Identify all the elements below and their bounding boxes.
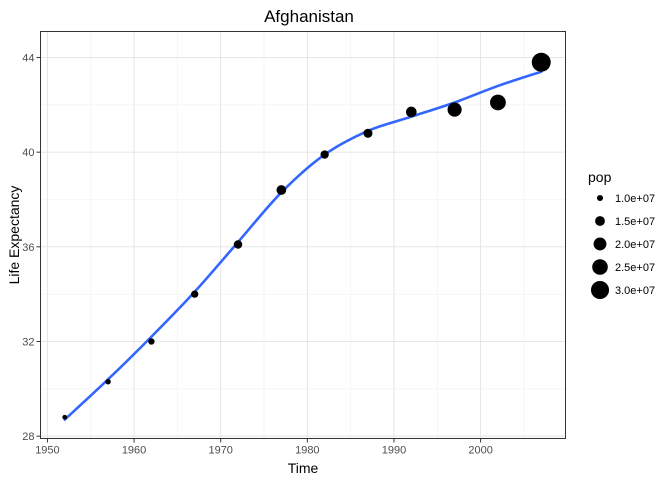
data-point bbox=[490, 94, 506, 111]
panel-background bbox=[40, 31, 566, 439]
legend-key-circle bbox=[593, 237, 607, 251]
data-point bbox=[191, 290, 199, 298]
panel-border bbox=[40, 31, 566, 439]
size-legend: pop 1.0e+07 1.5e+07 2.0e+07 2.5e+07 3.0e+07 bbox=[588, 169, 655, 300]
smooth-line bbox=[63, 70, 543, 421]
data-points bbox=[62, 52, 551, 420]
x-tick-label: 1950 bbox=[35, 445, 59, 457]
x-tick-label: 1970 bbox=[208, 445, 232, 457]
x-axis-title: Time bbox=[288, 460, 319, 476]
legend-key-circle bbox=[590, 280, 610, 300]
data-point bbox=[447, 102, 462, 117]
legend-key-circle bbox=[592, 259, 608, 275]
x-tick-label: 1960 bbox=[122, 445, 146, 457]
data-point bbox=[105, 378, 111, 385]
x-tick-label: 1980 bbox=[295, 445, 319, 457]
y-tick-label: 40 bbox=[22, 147, 34, 159]
y-axis: 28 32 36 40 44 bbox=[22, 53, 41, 443]
data-point bbox=[233, 240, 243, 249]
data-point bbox=[405, 106, 417, 118]
y-axis-title: Life Expectancy bbox=[6, 186, 22, 285]
grid-major bbox=[40, 31, 566, 439]
x-tick-label: 2000 bbox=[468, 445, 492, 457]
y-tick-label: 28 bbox=[22, 431, 34, 443]
chart-title: Afghanistan bbox=[264, 7, 354, 26]
x-axis: 1950 1960 1970 1980 1990 2000 bbox=[35, 438, 493, 457]
y-tick-label: 44 bbox=[22, 53, 34, 65]
legend-label: 3.0e+07 bbox=[615, 285, 655, 297]
y-tick-label: 32 bbox=[22, 336, 34, 348]
data-point bbox=[148, 338, 155, 345]
legend-label: 2.5e+07 bbox=[615, 262, 655, 274]
data-point bbox=[276, 185, 287, 195]
plot-panel bbox=[40, 31, 566, 439]
legend-label: 2.0e+07 bbox=[615, 239, 655, 251]
legend-label: 1.5e+07 bbox=[615, 216, 655, 228]
y-tick-label: 36 bbox=[22, 242, 34, 254]
grid-minor bbox=[40, 31, 566, 439]
data-point bbox=[320, 150, 329, 159]
legend-items: 1.0e+07 1.5e+07 2.0e+07 2.5e+07 3.0e+07 bbox=[590, 193, 655, 300]
legend-key-circle bbox=[596, 194, 604, 202]
x-tick-label: 1990 bbox=[382, 445, 406, 457]
legend-key-circle bbox=[595, 216, 605, 226]
data-point bbox=[62, 414, 68, 420]
legend-label: 1.0e+07 bbox=[615, 193, 655, 205]
legend-title: pop bbox=[588, 169, 612, 185]
data-point bbox=[363, 128, 373, 138]
data-point bbox=[531, 52, 551, 72]
